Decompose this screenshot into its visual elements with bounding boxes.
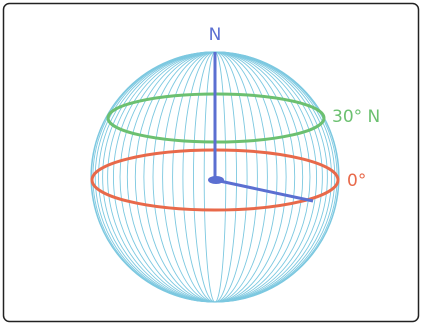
center-dot [208, 176, 224, 184]
frame [2, 2, 420, 323]
radius-line [214, 178, 314, 203]
latitude-label: 30° N [332, 107, 380, 127]
north-label: N [209, 25, 222, 45]
equator-label: 0° [347, 171, 366, 191]
